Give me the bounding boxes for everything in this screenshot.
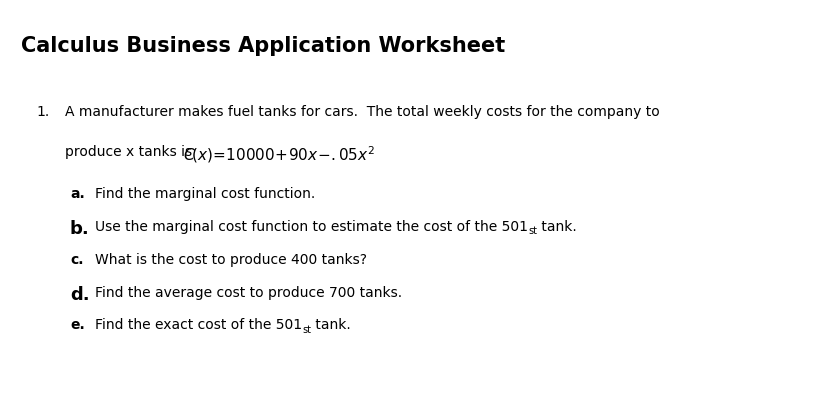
Text: a.: a. xyxy=(70,187,84,201)
Text: Use the marginal cost function to estimate the cost of the 501: Use the marginal cost function to estima… xyxy=(95,220,527,234)
Text: st: st xyxy=(301,325,310,335)
Text: d.: d. xyxy=(70,286,89,303)
Text: c.: c. xyxy=(70,253,84,267)
Text: produce x tanks is: produce x tanks is xyxy=(65,145,196,158)
Text: Find the marginal cost function.: Find the marginal cost function. xyxy=(95,187,315,201)
Text: $C\!\left(x\right)\!=\!10000\!+\!90x\!-\!.05x^{2}$: $C\!\left(x\right)\!=\!10000\!+\!90x\!-\… xyxy=(183,145,375,165)
Text: tank.: tank. xyxy=(537,220,576,234)
Text: A manufacturer makes fuel tanks for cars.  The total weekly costs for the compan: A manufacturer makes fuel tanks for cars… xyxy=(65,105,658,119)
Text: What is the cost to produce 400 tanks?: What is the cost to produce 400 tanks? xyxy=(95,253,367,267)
Text: Find the average cost to produce 700 tanks.: Find the average cost to produce 700 tan… xyxy=(95,286,402,299)
Text: st: st xyxy=(527,226,537,236)
Text: b.: b. xyxy=(70,220,89,238)
Text: 1.: 1. xyxy=(36,105,50,119)
Text: tank.: tank. xyxy=(310,318,350,332)
Text: Find the exact cost of the 501: Find the exact cost of the 501 xyxy=(95,318,301,332)
Text: e.: e. xyxy=(70,318,84,332)
Text: Calculus Business Application Worksheet: Calculus Business Application Worksheet xyxy=(21,36,504,56)
